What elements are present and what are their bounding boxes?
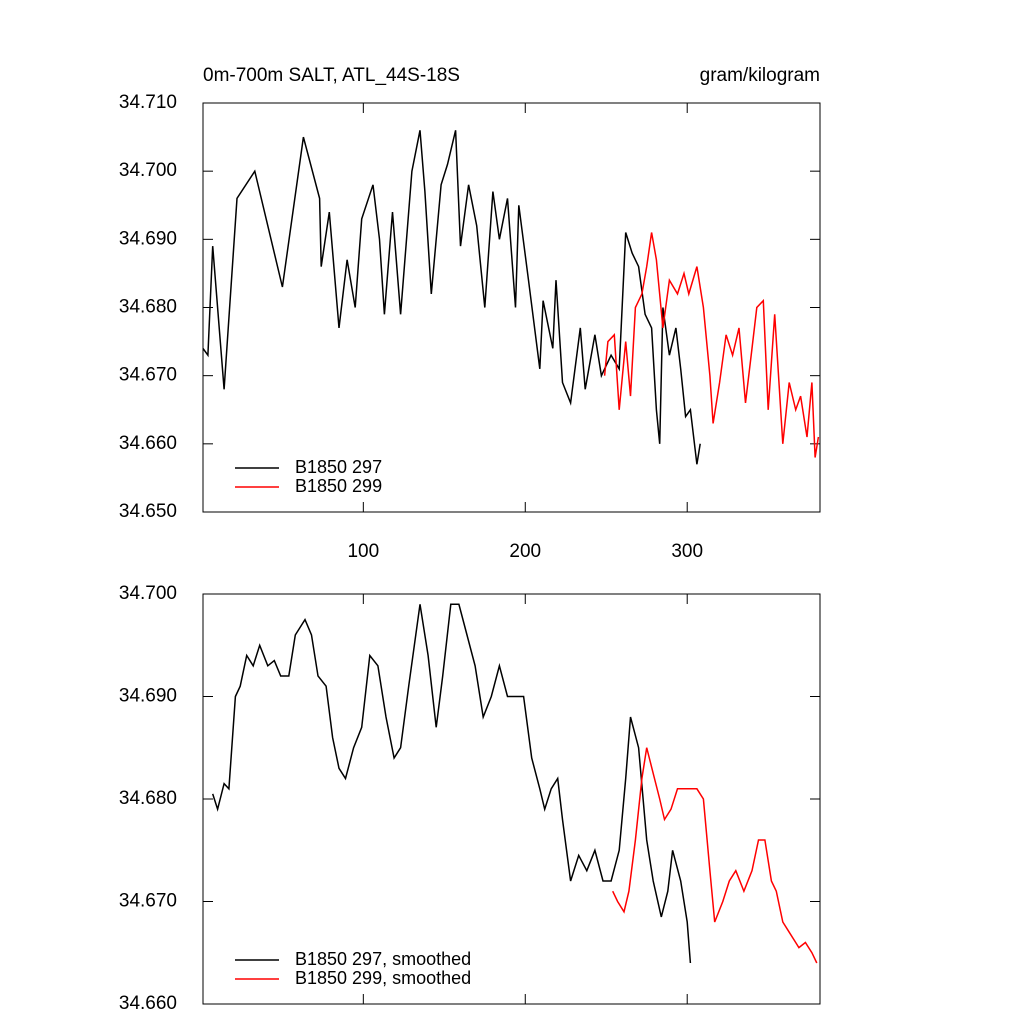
legend-label: B1850 297 (295, 457, 382, 477)
units-label: gram/kilogram (700, 65, 820, 86)
series-line (211, 603, 692, 964)
y-tick-label: 34.690 (119, 228, 177, 249)
y-tick-label: 34.680 (119, 788, 177, 809)
series-line (202, 130, 701, 465)
y-tick-label: 34.650 (119, 501, 177, 522)
legend-label: B1850 299, smoothed (295, 968, 471, 988)
y-tick-label: 34.700 (119, 160, 177, 181)
legend-label: B1850 297, smoothed (295, 949, 471, 969)
legend-label: B1850 299 (295, 476, 382, 496)
x-tick-label: 300 (671, 541, 703, 562)
y-tick-label: 34.700 (119, 583, 177, 604)
plot-frame (202, 593, 821, 1005)
y-tick-label: 34.690 (119, 686, 177, 707)
y-tick-label: 34.660 (119, 433, 177, 454)
x-tick-label: 100 (347, 541, 379, 562)
series-line (603, 232, 820, 458)
y-tick-label: 34.710 (119, 92, 177, 113)
y-tick-label: 34.670 (119, 365, 177, 386)
y-tick-label: 34.660 (119, 993, 177, 1014)
plot-frame (202, 102, 821, 513)
y-tick-label: 34.680 (119, 297, 177, 318)
chart-title: 0m-700m SALT, ATL_44S-18S (203, 65, 460, 86)
y-tick-label: 34.670 (119, 891, 177, 912)
x-tick-label: 200 (509, 541, 541, 562)
series-line (612, 747, 818, 964)
